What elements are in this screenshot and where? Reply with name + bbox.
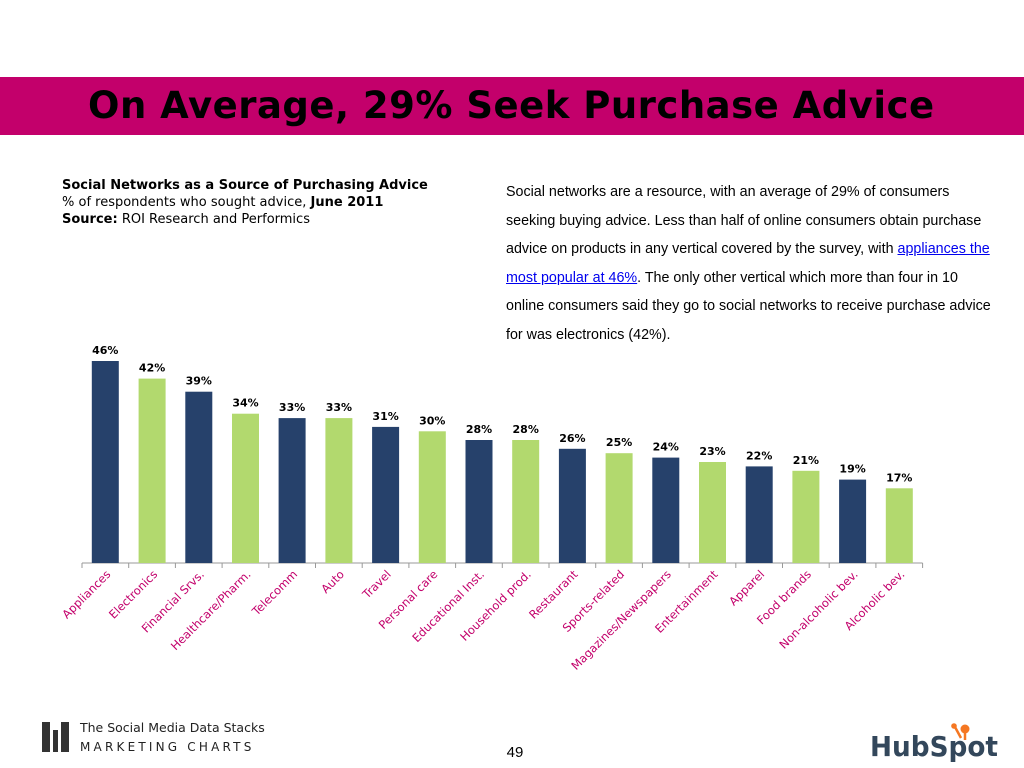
category-label: Healthcare/Pharm. [168,567,254,653]
data-label: 19% [839,463,865,476]
hubspot-logo: HubSpot [870,723,998,763]
category-label: Auto [318,567,347,596]
bar [699,462,726,563]
data-label: 34% [232,397,258,410]
category-label: Appliances [59,567,113,621]
bar [839,479,867,563]
data-label: 46% [92,344,118,357]
data-label: 33% [326,401,352,414]
bar [138,378,166,563]
data-label: 26% [559,432,585,445]
description-text: Social networks are a resource, with an … [506,178,996,349]
bar [605,453,633,563]
chart-source: Source: ROI Research and Performics [62,211,428,228]
bar [745,466,773,563]
hubspot-wordmark: HubSpot [870,730,998,763]
bar [558,448,586,563]
data-label: 33% [279,401,305,414]
title-band [0,77,1024,135]
footer-logo-title: The Social Media Data Stacks [80,720,265,735]
data-label: 39% [186,375,212,388]
description-link[interactable]: appliances the most popular at 46% [506,241,990,286]
page-title: On Average, 29% Seek Purchase Advice [88,84,935,127]
data-label: 30% [419,414,445,427]
bar-chart: 46%Appliances42%Electronics39%Financial … [59,344,924,673]
category-label: Apparel [726,567,767,608]
data-label: 28% [513,423,539,436]
chart-heading: Social Networks as a Source of Purchasin… [62,178,428,193]
bar [278,418,306,563]
bar [792,470,820,563]
bar [418,431,446,563]
bar [232,413,259,563]
marketing-charts-bars-icon [42,722,69,752]
data-label: 28% [466,423,492,436]
bar [652,457,680,563]
chart-source-value: ROI Research and Performics [117,212,310,227]
data-label: 17% [886,471,912,484]
data-label: 24% [653,441,679,454]
chart-subtitle-date: June 2011 [310,195,384,210]
hubspot-sprocket-icon [951,723,970,740]
data-label: 23% [699,445,725,458]
data-label: 21% [793,454,819,467]
data-label: 42% [139,362,165,375]
data-label: 31% [372,410,398,423]
footer-logo-sub: MARKETING CHARTS [80,740,255,754]
bar [512,440,540,563]
bar [465,440,493,563]
description-after: . The only other vertical which more tha… [506,269,991,343]
category-label: Telecomm [248,567,300,619]
category-label: Travel [359,567,394,602]
bar [372,426,400,563]
chart-subtitle-prefix: % of respondents who sought advice, [62,195,311,210]
data-label: 25% [606,436,632,449]
page-number: 49 [506,744,524,761]
category-label: Non-alcoholic bev. [776,567,860,651]
data-label: 22% [746,449,772,462]
chart-subtitle: % of respondents who sought advice, June… [62,194,428,211]
bar [885,488,913,563]
chart-source-label: Source: [62,212,118,227]
bar [185,391,213,563]
bar [91,361,119,563]
chart-meta: Social Networks as a Source of Purchasin… [62,177,428,228]
description-before: Social networks are a resource, with an … [506,184,982,257]
bar [325,418,353,563]
